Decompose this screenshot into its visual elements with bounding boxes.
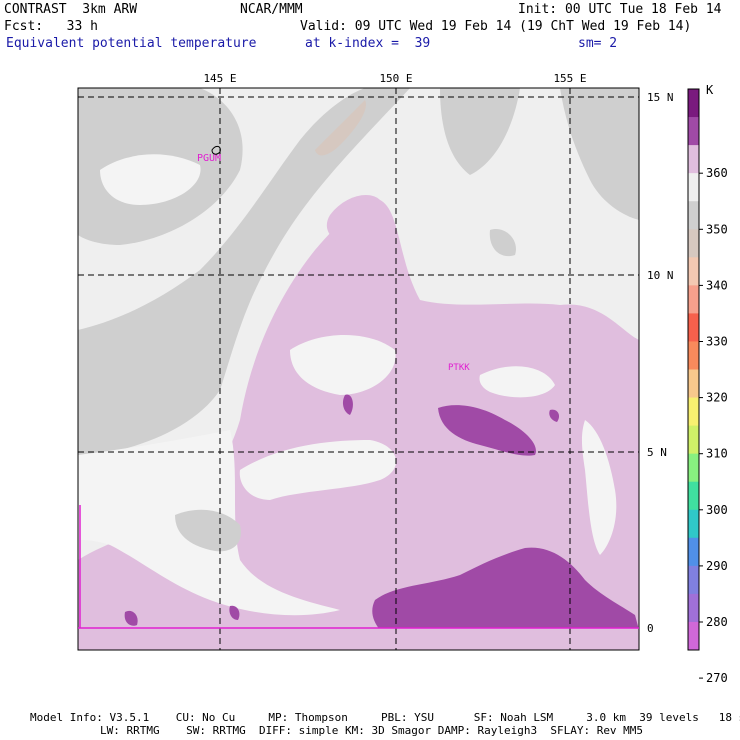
field-gray-southwest (175, 509, 241, 552)
colorbar-swatch (688, 369, 699, 399)
weather-map: 145 E 150 E 155 E 15 N 10 N 5 N 0 PGUM P… (77, 72, 728, 685)
model-info-line1: Model Info: V3.5.1 CU: No Cu MP: Thompso… (30, 711, 740, 724)
colorbar-swatch (688, 397, 699, 427)
field-purple-small-4 (229, 605, 240, 620)
colorbar-unit: K (706, 83, 714, 97)
colorbar-swatch (688, 453, 699, 483)
colorbar-label: 270 (706, 671, 728, 685)
colorbar-swatch (688, 229, 699, 258)
field-south-band (78, 628, 639, 650)
field-purple-small-2 (549, 409, 560, 422)
colorbar-swatch (688, 537, 699, 567)
colorbar-swatch (688, 425, 699, 455)
model-info-line2: LW: RRTMG SW: RRTMG DIFF: simple KM: 3D … (100, 724, 644, 737)
init-time: Init: 00 UTC Tue 18 Feb 14 (518, 2, 722, 17)
colorbar-label: 350 (706, 222, 728, 236)
colorbar-label: 320 (706, 391, 728, 405)
lat-label-0: 0 (647, 622, 654, 635)
colorbar-swatch (688, 481, 699, 511)
colorbar-swatch (688, 173, 699, 202)
colorbar-swatch (688, 257, 699, 286)
colorbar-label: 290 (706, 559, 728, 573)
guam-coastline (211, 145, 221, 155)
colorbar-swatch (688, 341, 699, 370)
forecast-hour: Fcst: 33 h (4, 19, 98, 34)
organization: NCAR/MMM (240, 2, 303, 17)
field-white-northwest (100, 154, 201, 205)
colorbar-swatch (688, 565, 699, 595)
lat-label-5n: 5 N (647, 446, 667, 459)
map-border (77, 87, 640, 651)
colorbar-label: 280 (706, 615, 728, 629)
colorbar-swatch (688, 593, 699, 623)
colorbar-swatch (688, 89, 699, 118)
valid-time: Valid: 09 UTC Wed 19 Feb 14 (19 ChT Wed … (300, 19, 692, 34)
field-white-east (479, 366, 555, 398)
lat-label-10n: 10 N (647, 269, 674, 282)
lat-lon-grid (78, 88, 639, 650)
map-field (78, 88, 639, 650)
lon-label-155: 155 E (553, 72, 586, 85)
field-gray-band (78, 88, 410, 455)
field-gray-northeast (440, 88, 520, 175)
colorbar-swatch (688, 285, 699, 314)
field-purple-south (372, 547, 639, 630)
colorbar-swatch (688, 509, 699, 539)
smoothing: sm= 2 (578, 36, 618, 51)
field-lavender-north (326, 195, 382, 245)
station-pgum: PGUM (197, 153, 221, 164)
field-purple-ptkk (438, 405, 536, 456)
field-purple-small-1 (342, 394, 353, 415)
lon-label-150: 150 E (379, 72, 412, 85)
field-purple-small-3 (124, 610, 138, 626)
lon-label-145: 145 E (203, 72, 236, 85)
colorbar-frame (687, 88, 700, 651)
colorbar-swatch (688, 117, 699, 146)
lat-label-15n: 15 N (647, 91, 674, 104)
field-name: Equivalent potential temperature (6, 36, 257, 51)
field-white-central (239, 440, 397, 500)
field-gray-ne-small (489, 229, 516, 257)
field-gray-east (560, 88, 639, 220)
colorbar-label: 340 (706, 278, 728, 292)
model-title: CONTRAST 3km ARW (4, 2, 138, 17)
colorbar-label: 360 (706, 166, 728, 180)
colorbar-label: 330 (706, 335, 728, 349)
station-ptkk: PTKK (448, 363, 470, 373)
level-index: at k-index = 39 (305, 36, 431, 51)
colorbar-swatch (688, 201, 699, 230)
field-tan-streak (315, 100, 366, 156)
field-white-islands (290, 335, 396, 395)
field-white-east-channel (581, 420, 617, 555)
colorbar-label: 310 (706, 447, 728, 461)
colorbar-swatch (688, 145, 699, 174)
colorbar-swatch (688, 313, 699, 342)
colorbar-label: 300 (706, 503, 728, 517)
colorbar (687, 88, 700, 651)
colorbar-labels: 360 350 340 330 320 310 300 290 280 270 (699, 166, 728, 685)
colorbar-swatch (688, 621, 699, 651)
